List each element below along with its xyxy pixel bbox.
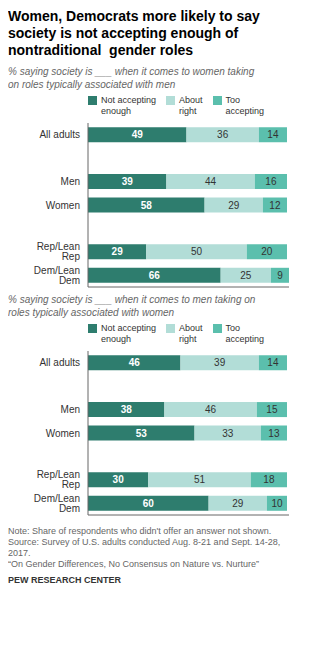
svg-text:13: 13	[268, 428, 280, 439]
svg-text:Rep/LeanRep: Rep/LeanRep	[37, 241, 81, 262]
svg-text:Dem/LeanDem: Dem/LeanDem	[34, 265, 80, 286]
html-text:Not accepting enough: Not accepting enough	[101, 95, 156, 116]
svg-text:9: 9	[277, 270, 283, 281]
svg-text:60: 60	[143, 498, 155, 509]
svg-text:14: 14	[267, 357, 279, 368]
html-text:% saying society is ___ when i: % saying society is ___ when it comes to…	[8, 66, 255, 90]
svg-text:25: 25	[240, 270, 252, 281]
svg-text:46: 46	[205, 404, 217, 415]
svg-text:29: 29	[232, 498, 244, 509]
svg-text:14: 14	[267, 129, 279, 140]
html-text:Note: Share of respondents who: Note: Share of respondents who didn't of…	[8, 526, 281, 569]
svg-text:38: 38	[121, 404, 133, 415]
html-text:Not accepting enough: Not accepting enough	[101, 323, 156, 344]
html-text:Too accepting: Too accepting	[225, 95, 265, 116]
svg-text:16: 16	[265, 176, 277, 187]
svg-text:50: 50	[191, 246, 203, 257]
html-text:PEW RESEARCH CENTER: PEW RESEARCH CENTER	[8, 575, 121, 585]
html-text:Too accepting: Too accepting	[225, 323, 265, 344]
svg-text:36: 36	[217, 129, 229, 140]
svg-text:12: 12	[269, 200, 281, 211]
svg-text:33: 33	[222, 428, 234, 439]
svg-text:20: 20	[261, 246, 273, 257]
svg-text:Men: Men	[61, 176, 80, 187]
svg-text:10: 10	[271, 498, 283, 509]
svg-text:Women: Women	[46, 200, 80, 211]
html-text:% saying society is ___ when i: % saying society is ___ when it comes to…	[8, 294, 256, 318]
html-text:Women, Democrats more likely t: Women, Democrats more likely to say soci…	[8, 8, 260, 58]
svg-text:66: 66	[149, 270, 161, 281]
svg-text:All adults: All adults	[39, 129, 80, 140]
html-text:About right: About right	[179, 95, 203, 116]
svg-text:49: 49	[132, 129, 144, 140]
svg-text:All adults: All adults	[39, 357, 80, 368]
svg-text:29: 29	[228, 200, 240, 211]
svg-text:39: 39	[214, 357, 226, 368]
svg-text:29: 29	[112, 246, 124, 257]
svg-text:Women: Women	[46, 428, 80, 439]
svg-text:53: 53	[136, 428, 148, 439]
svg-text:Dem/LeanDem: Dem/LeanDem	[34, 493, 80, 514]
svg-text:18: 18	[263, 474, 275, 485]
svg-text:30: 30	[113, 474, 125, 485]
svg-text:44: 44	[205, 176, 217, 187]
svg-text:51: 51	[194, 474, 206, 485]
html-text:About right: About right	[179, 323, 203, 344]
svg-text:Men: Men	[61, 404, 80, 415]
svg-text:15: 15	[266, 404, 278, 415]
svg-text:39: 39	[122, 176, 134, 187]
svg-text:Rep/LeanRep: Rep/LeanRep	[37, 469, 81, 490]
svg-text:58: 58	[141, 200, 153, 211]
svg-text:46: 46	[129, 357, 141, 368]
